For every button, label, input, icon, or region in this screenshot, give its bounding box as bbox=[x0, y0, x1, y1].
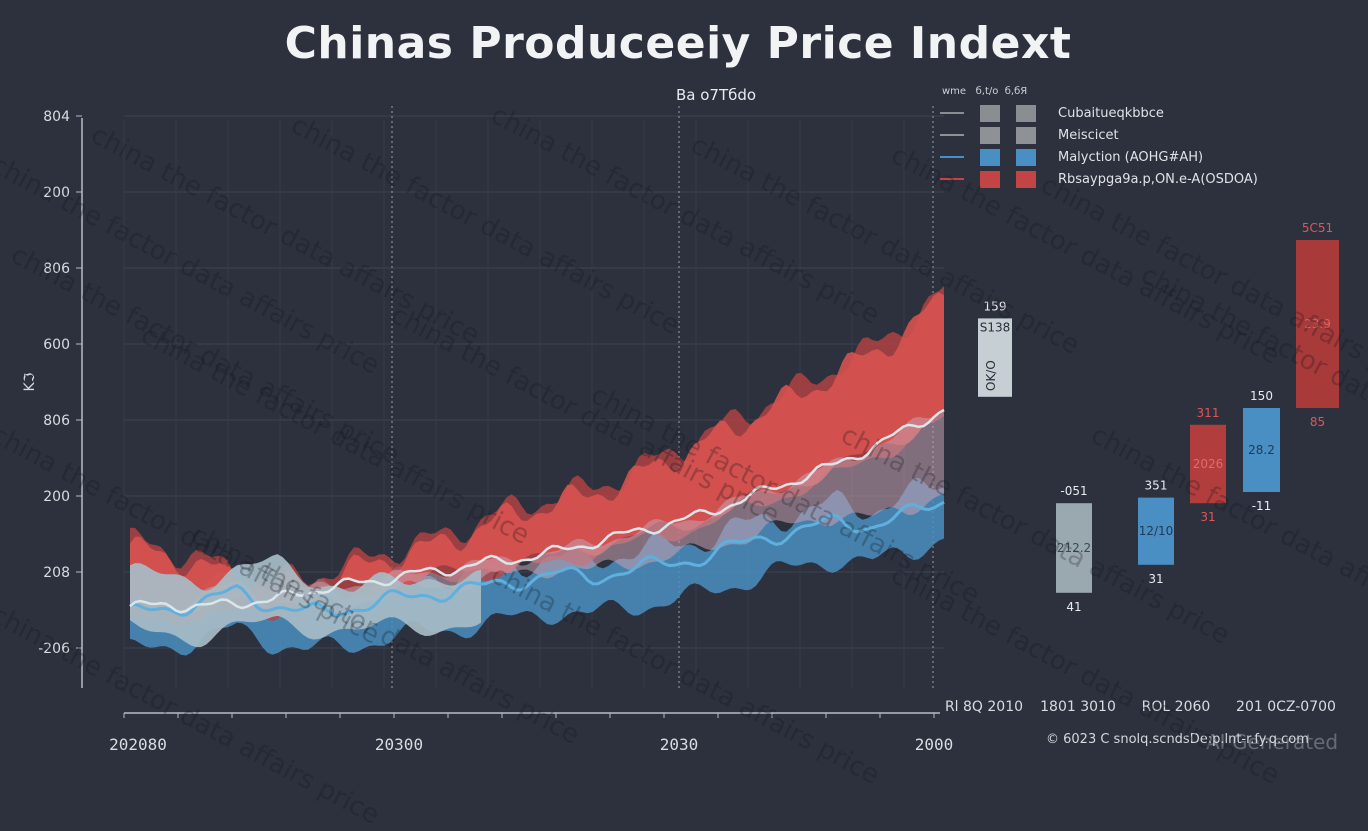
y-tick-label: 200 bbox=[43, 185, 70, 201]
y-tick-label: 806 bbox=[43, 413, 70, 429]
legend: wme б,t/o б,бЯ Cubaitueqkbbce Meiscicet … bbox=[940, 86, 1270, 190]
legend-header-col: wme bbox=[942, 86, 967, 97]
floating-bar bbox=[1056, 503, 1092, 593]
y-tick-label: 208 bbox=[43, 565, 70, 581]
legend-header-col: б,бЯ bbox=[1004, 86, 1028, 97]
chart-title: Chinas Produceeiy Price Indext bbox=[284, 18, 1072, 69]
bar-top-label: 351 bbox=[1145, 479, 1168, 493]
x-tick-label: 2000 bbox=[915, 735, 954, 754]
legend-entry: Cubaitueqkbbce bbox=[940, 102, 1270, 124]
legend-color-swatch bbox=[980, 148, 1000, 166]
legend-header: wme б,t/o б,бЯ bbox=[942, 86, 1270, 102]
bar-top-label: 5C51 bbox=[1302, 221, 1333, 235]
bar-mid-label: 12/10 bbox=[1139, 524, 1174, 538]
bar-x-label: ROL 2060 bbox=[1142, 699, 1211, 715]
bar-mid-label: S138 bbox=[980, 321, 1011, 335]
bar-mid-label: 23.9 bbox=[1304, 317, 1331, 331]
legend-entry: Rbsaypga9a.p,ON.e-A(OSDOA) bbox=[940, 168, 1270, 190]
x-tick-label: 2030 bbox=[660, 735, 699, 754]
y-tick-label: 804 bbox=[43, 109, 70, 125]
chart-canvas: -206 208 200 806 600 806 200 804 Kℑ 202080 20300 20… bbox=[22, 106, 1339, 754]
bar-bottom-label: 41 bbox=[1066, 600, 1081, 614]
bar-bottom-label: 85 bbox=[1310, 415, 1325, 429]
copyright-credit: © 6023 C snolq.scndsDe:p.lnt-r.fy.q.com bbox=[1046, 732, 1309, 747]
bar-top-label: 311 bbox=[1197, 406, 1220, 420]
bar-x-label: 1801 3010 bbox=[1040, 699, 1116, 715]
chart-subtitle: Ba o7Tбdo bbox=[676, 86, 757, 104]
legend-color-swatch bbox=[1016, 170, 1036, 188]
y-tick-label: 806 bbox=[43, 261, 70, 277]
floating-bar bbox=[1296, 240, 1339, 408]
x-tick-label: 202080 bbox=[109, 735, 167, 754]
floating-bar bbox=[1190, 424, 1226, 504]
y-tick-label: -206 bbox=[38, 641, 70, 657]
legend-line-swatch bbox=[940, 134, 964, 136]
legend-label: Cubaitueqkbbce bbox=[1058, 105, 1164, 121]
x-tick-label: 20300 bbox=[375, 735, 423, 754]
bar-mid-label: 28.2 bbox=[1248, 443, 1275, 457]
bar-bottom-label: -11 bbox=[1252, 499, 1272, 513]
legend-color-swatch bbox=[1016, 148, 1036, 166]
legend-color-swatch bbox=[980, 104, 1000, 122]
legend-color-swatch bbox=[980, 126, 1000, 144]
series-line-blue bbox=[129, 500, 945, 618]
floating-bar bbox=[1243, 408, 1280, 492]
y-tick-label: 200 bbox=[43, 489, 70, 505]
legend-label: Meiscicet bbox=[1058, 127, 1119, 143]
legend-header-col: б,t/o bbox=[975, 86, 999, 97]
y-tick-label: 600 bbox=[43, 337, 70, 353]
floating-bar bbox=[978, 318, 1012, 397]
legend-entry: Malyction (AOHG#AH) bbox=[940, 146, 1270, 168]
legend-line-swatch bbox=[940, 178, 964, 180]
series-line-mean bbox=[129, 408, 945, 614]
bar-top-label: -051 bbox=[1060, 484, 1087, 498]
bar-mid-label: 212.2 bbox=[1057, 541, 1091, 555]
bar-mid-label: 2026 bbox=[1193, 457, 1224, 471]
legend-entry: Meiscicet bbox=[940, 124, 1270, 146]
bar-bottom-label: 31 bbox=[1148, 572, 1163, 586]
legend-line-swatch bbox=[940, 112, 964, 114]
series-area-gray bbox=[130, 554, 481, 648]
legend-color-swatch bbox=[1016, 104, 1036, 122]
legend-color-swatch bbox=[980, 170, 1000, 188]
legend-label: Rbsaypga9a.p,ON.e-A(OSDOA) bbox=[1058, 171, 1258, 187]
legend-color-swatch bbox=[1016, 126, 1036, 144]
bar-x-label: Rl 8Q 2010 bbox=[945, 699, 1023, 715]
bar-x-label: 201 0CZ-0700 bbox=[1236, 699, 1336, 715]
ai-generated-badge: AI Generated bbox=[1206, 730, 1339, 754]
bar-top-label: 159 bbox=[984, 299, 1007, 313]
bar-top-label: 150 bbox=[1250, 389, 1273, 403]
legend-label: Malyction (AOHG#AH) bbox=[1058, 149, 1204, 165]
floating-bar bbox=[1138, 497, 1174, 565]
y-axis-label: Kℑ bbox=[22, 372, 38, 391]
bar-bottom-label: 31 bbox=[1200, 510, 1215, 524]
legend-line-swatch bbox=[940, 156, 964, 158]
bar-side-label: OK/O bbox=[984, 360, 998, 391]
